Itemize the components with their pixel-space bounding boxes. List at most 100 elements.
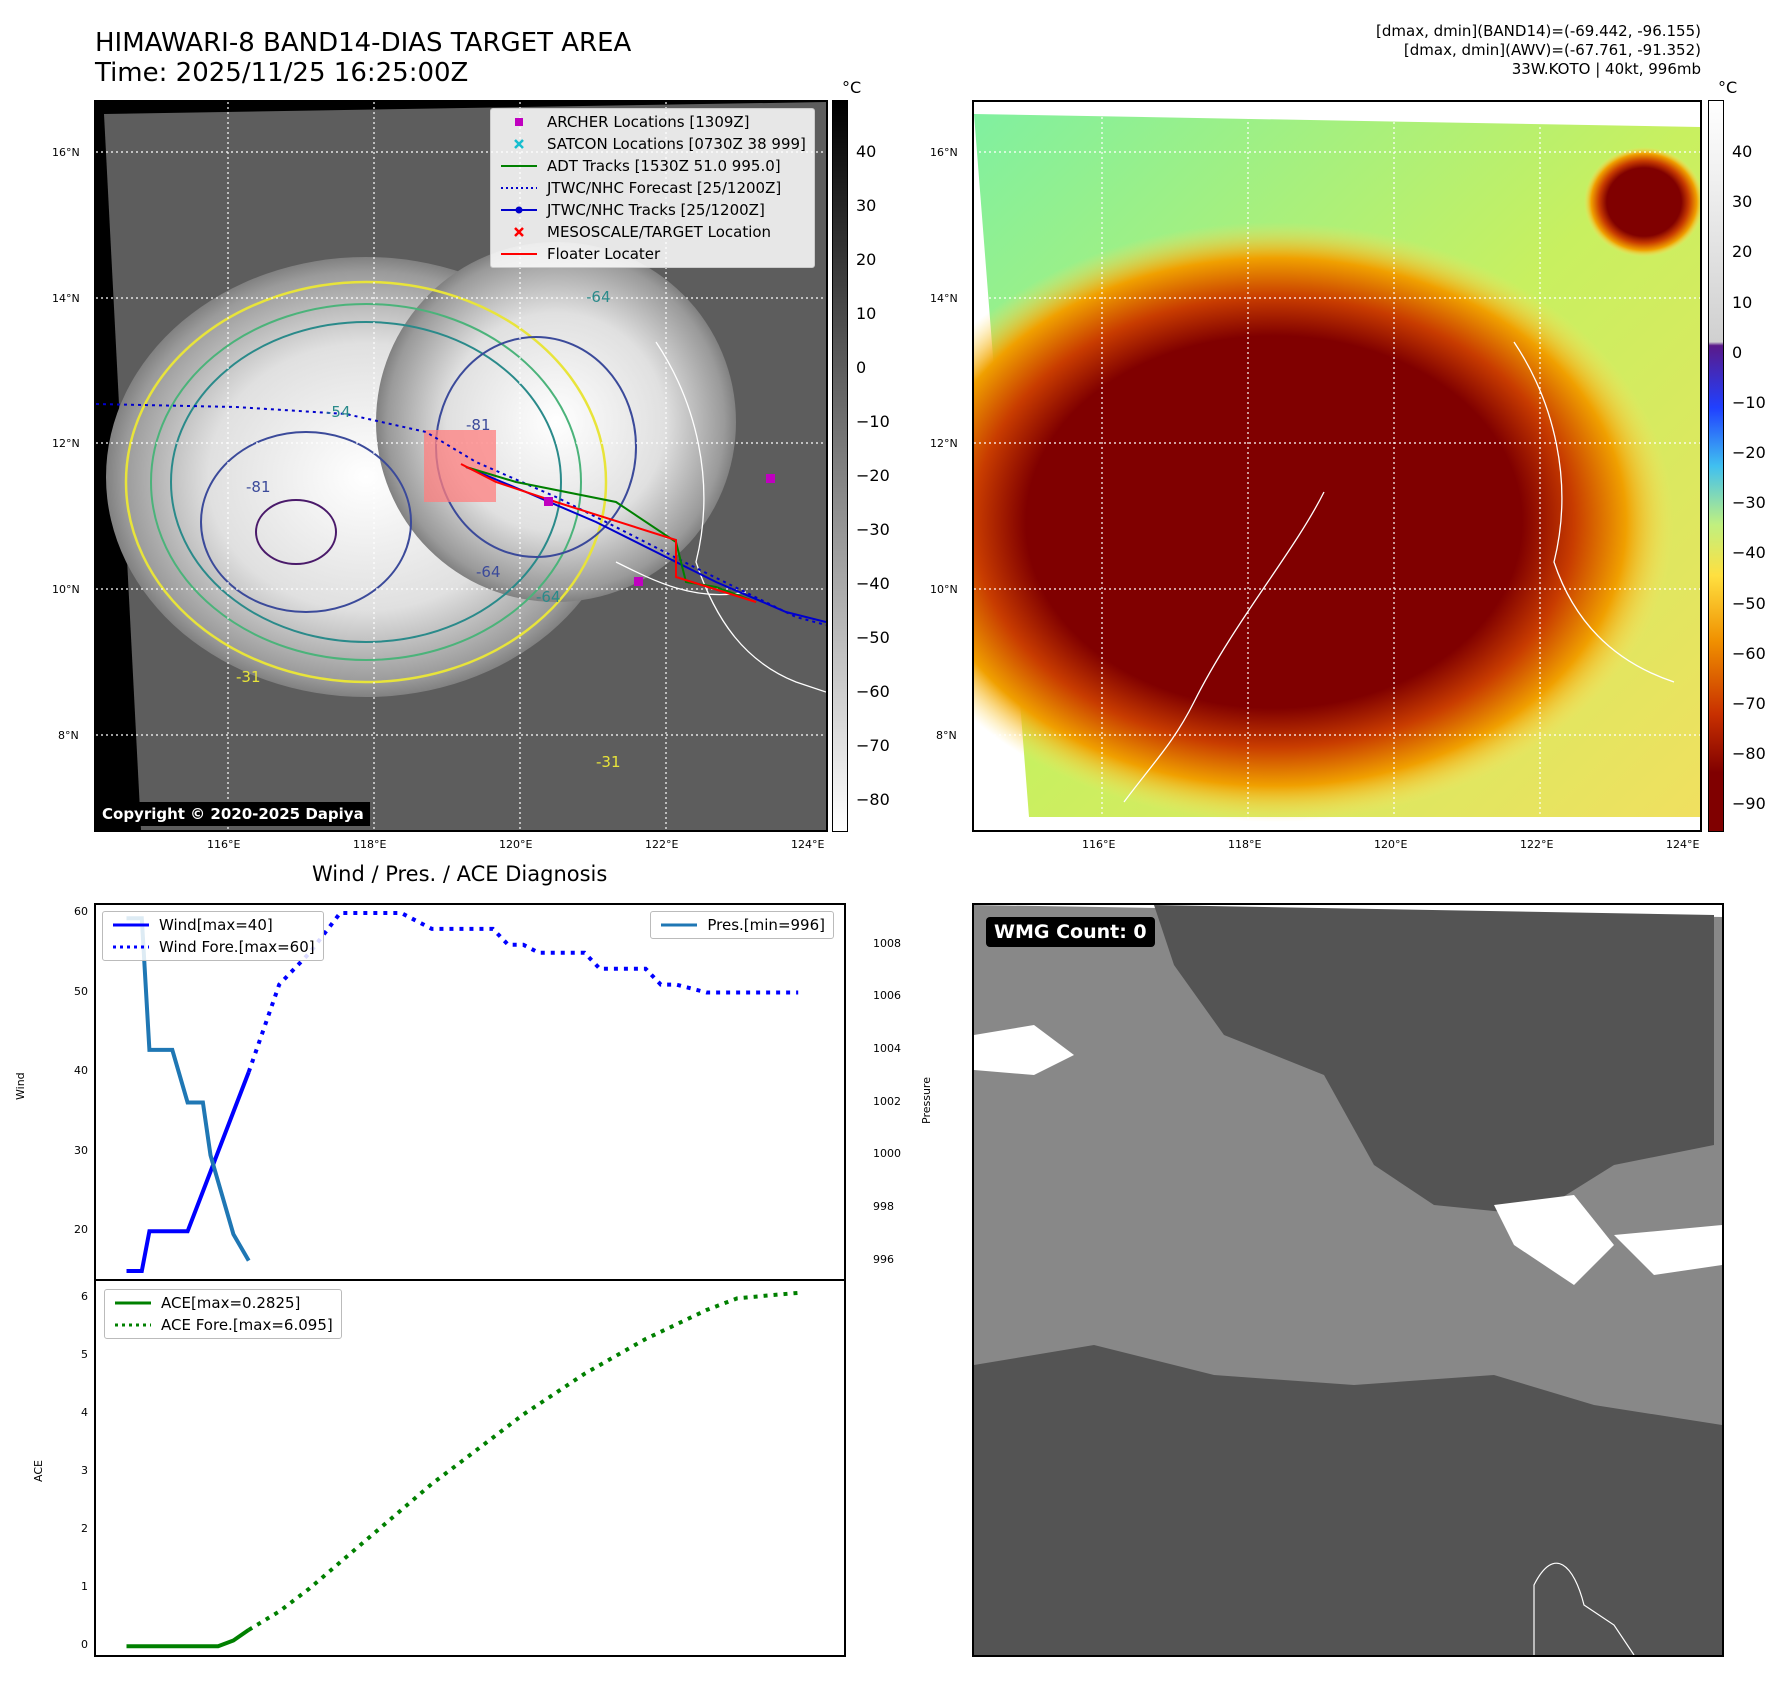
info-storm-id: 33W.KOTO | 40kt, 996mb (1511, 60, 1701, 78)
ir-lon-tick: 118°E (353, 838, 387, 851)
contour-blue-west (200, 431, 412, 613)
series-line-wind (126, 1071, 251, 1273)
contour-yellow (124, 280, 608, 684)
ir-lat-tick: 14°N (52, 292, 80, 305)
legend-item-ace-forecast: ACE Fore.[max=6.095] (113, 1314, 333, 1336)
legend-label: ADT Tracks [1530Z 51.0 995.0] (547, 157, 781, 175)
coastline (655, 341, 826, 693)
legend-item-adt: ADT Tracks [1530Z 51.0 995.0] (499, 155, 806, 177)
awv-lon-tick: 116°E (1082, 838, 1116, 851)
contour-label-5: -31 (236, 668, 261, 686)
jtwc-forecast-track (96, 403, 826, 626)
legend-label: Wind Fore.[max=60] (159, 938, 315, 956)
ace-legend: ACE[max=0.2825] ACE Fore.[max=6.095] (104, 1289, 342, 1339)
ace-ytick: 3 (81, 1464, 88, 1478)
info-band14-range: [dmax, dmin](BAND14)=(-69.442, -96.155) (1376, 22, 1701, 40)
info-block: [dmax, dmin](BAND14)=(-69.442, -96.155) … (1101, 22, 1701, 79)
ir-colorbar (832, 100, 848, 832)
wmg-count-badge: WMG Count: 0 (986, 917, 1155, 947)
archer-marker-3 (766, 474, 775, 483)
wmg-dark-region-south (974, 1345, 1722, 1655)
legend-label: JTWC/NHC Tracks [25/1200Z] (547, 201, 765, 219)
ir-lat-tick: 16°N (52, 146, 80, 159)
legend-label: Floater Locater (547, 245, 661, 263)
awv-lat-tick: 8°N (936, 729, 957, 742)
series-line-ace-fore- (247, 1290, 799, 1632)
ir-colorbar-tick: 10 (856, 303, 877, 323)
awv-colorbar-tick: −30 (1732, 493, 1766, 513)
pressure-axis-label: Pressure (920, 1077, 933, 1124)
legend-item-pres: Pres.[min=996] (659, 914, 825, 936)
awv-lon-tick: 118°E (1228, 838, 1262, 851)
pressure-ytick: 998 (873, 1199, 894, 1213)
contour-label-8: -64 (476, 563, 501, 581)
contour-label-2: -81 (246, 478, 271, 496)
ir-lon-tick: 116°E (207, 838, 241, 851)
awv-colorbar-tick: 40 (1732, 142, 1753, 161)
legend-item-wind-forecast: Wind Fore.[max=60] (111, 936, 315, 958)
ir-colorbar-tick: 0 (856, 357, 867, 377)
wind-ytick: 50 (74, 984, 88, 998)
awv-cold-spot (1584, 147, 1700, 257)
awv-colorbar-tick: −80 (1732, 744, 1766, 764)
contour-label-4: -64 (586, 288, 611, 306)
archer-marker-2 (634, 577, 643, 586)
legend-item-floater: Floater Locater (499, 243, 806, 265)
series-line-wind-fore- (246, 911, 799, 1073)
wmg-dark-region-north (1154, 905, 1714, 1215)
ir-satellite-map: -81 -81 -64 -64 -31 -31 -54 -64 ARCHER L… (94, 100, 828, 832)
contour-label-6: -31 (596, 753, 621, 771)
wind-ytick: 30 (74, 1143, 88, 1157)
awv-lat-tick: 10°N (930, 583, 958, 596)
pressure-ytick: 1002 (873, 1094, 901, 1108)
awv-map (972, 100, 1702, 832)
contour-label-7: -54 (326, 403, 351, 421)
ir-lon-tick: 124°E (791, 838, 825, 851)
legend-label: ARCHER Locations [1309Z] (547, 113, 750, 131)
awv-map-graphic (974, 102, 1700, 830)
archer-marker (544, 497, 553, 506)
ir-colorbar-tick: 20 (856, 249, 877, 269)
wmg-white-patch-3 (1614, 1225, 1722, 1275)
ace-axis-label: ACE (32, 1460, 45, 1482)
ir-colorbar-tick: −40 (856, 573, 890, 593)
ir-colorbar-tick: −10 (856, 411, 890, 431)
wind-ytick: 40 (74, 1064, 88, 1078)
wmg-white-patch-2 (1494, 1195, 1614, 1285)
ir-map-graphic: -81 -81 -64 -64 -31 -31 -54 -64 (96, 102, 826, 830)
ace-ytick: 2 (81, 1522, 88, 1536)
ace-ytick: 5 (81, 1348, 88, 1362)
pressure-ytick: 996 (873, 1252, 894, 1266)
floater-locater-line (460, 463, 757, 603)
pres-legend: Pres.[min=996] (650, 911, 834, 939)
legend-item-archer: ARCHER Locations [1309Z] (499, 111, 806, 133)
ir-colorbar-tick: −60 (856, 681, 890, 701)
wmg-panel: WMG Count: 0 (972, 903, 1724, 1657)
legend-label: Wind[max=40] (159, 916, 273, 934)
legend-item-ace: ACE[max=0.2825] (113, 1292, 333, 1314)
chart-title-line2: Time: 2025/11/25 16:25:00Z (95, 58, 469, 88)
awv-colorbar-tick: −40 (1732, 543, 1766, 563)
pressure-ytick: 1000 (873, 1147, 901, 1161)
pressure-ytick: 1008 (873, 936, 901, 950)
legend-item-wind: Wind[max=40] (111, 914, 315, 936)
ace-ytick: 6 (81, 1290, 88, 1304)
diagnosis-title: Wind / Pres. / ACE Diagnosis (312, 862, 608, 886)
awv-colorbar-tick: 0 (1732, 342, 1743, 362)
wmg-plot (974, 905, 1722, 1656)
ir-colorbar-tick: −70 (856, 735, 890, 755)
awv-lat-tick: 12°N (930, 437, 958, 450)
ace-ytick: 1 (81, 1580, 88, 1594)
legend-item-jtwc-tracks: JTWC/NHC Tracks [25/1200Z] (499, 199, 806, 221)
ir-cloud-mass-2 (376, 242, 736, 602)
wind-ytick: 60 (74, 904, 88, 918)
legend-label: ACE[max=0.2825] (161, 1294, 301, 1312)
awv-colorbar-tick: −10 (1732, 392, 1766, 412)
legend-item-jtwc-forecast: JTWC/NHC Forecast [25/1200Z] (499, 177, 806, 199)
awv-colorbar-tick: −20 (1732, 443, 1766, 463)
ir-colorbar-tick: 40 (856, 142, 877, 161)
pressure-ytick: 1006 (873, 989, 901, 1003)
ace-ytick: 0 (81, 1638, 88, 1652)
awv-gridlines (974, 102, 1700, 830)
chart-title-line1: HIMAWARI-8 BAND14-DIAS TARGET AREA (95, 28, 632, 58)
